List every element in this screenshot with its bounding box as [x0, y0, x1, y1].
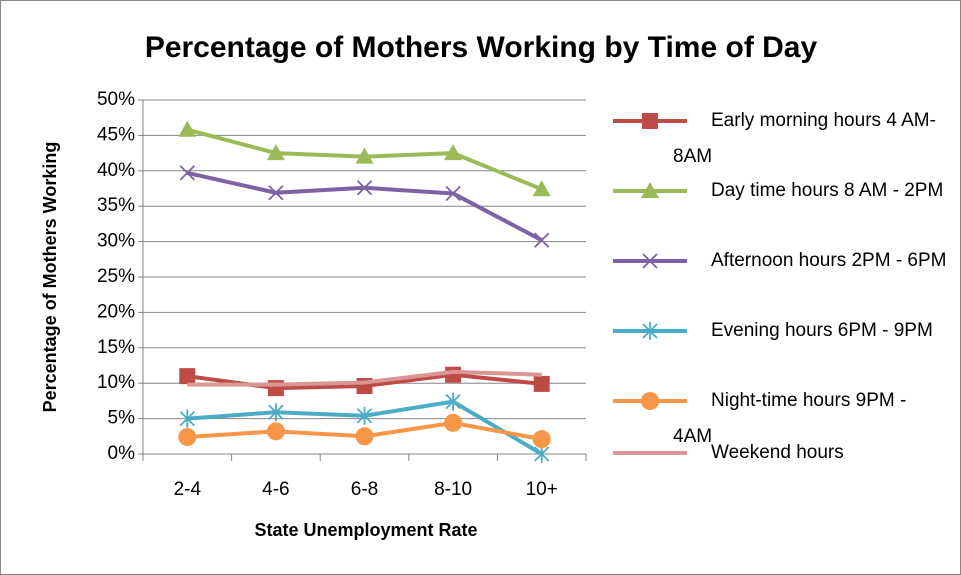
y-tick-label: 20% — [97, 301, 135, 322]
marker — [445, 185, 461, 202]
legend-marker — [641, 392, 659, 410]
legend-marker — [642, 113, 658, 129]
marker — [444, 144, 463, 161]
marker — [179, 165, 195, 181]
x-tick-label: 4-6 — [262, 479, 289, 500]
y-tick-label: 30% — [97, 231, 135, 252]
legend-marker — [642, 253, 658, 269]
x-tick-label: 2-4 — [174, 479, 202, 500]
y-tick-label: 25% — [97, 266, 135, 287]
y-tick-label: 35% — [97, 195, 135, 216]
marker — [445, 392, 461, 411]
marker — [179, 409, 195, 428]
legend-label: Early morning hours 4 AM-8AM — [673, 110, 936, 167]
marker — [444, 413, 463, 432]
series-line — [187, 369, 542, 387]
legend-label: Night-time hours 9PM - 4AM — [673, 390, 907, 447]
y-tick-label: 10% — [97, 372, 135, 393]
x-tick-label: 6-8 — [351, 479, 378, 500]
legend-label: Evening hours 6PM - 9PM — [711, 320, 933, 341]
marker — [268, 403, 284, 422]
y-axis-label: Percentage of Mothers Working — [40, 142, 60, 413]
marker — [178, 120, 197, 137]
marker — [179, 368, 196, 385]
legend-label: Day time hours 8 AM - 2PM — [711, 180, 944, 201]
marker — [445, 366, 462, 383]
legend-label: Afternoon hours 2PM - 6PM — [711, 250, 947, 271]
marker — [355, 147, 374, 164]
marker — [268, 185, 284, 201]
x-tick-label: 8-10 — [434, 479, 472, 500]
x-axis-label: State Unemployment Rate — [254, 520, 477, 540]
legend-label: Weekend hours — [711, 442, 844, 463]
marker — [533, 375, 550, 392]
chart-title: Percentage of Mothers Working by Time of… — [145, 31, 818, 64]
y-tick-label: 5% — [108, 408, 136, 429]
x-tick-label: 10+ — [526, 479, 558, 500]
marker — [532, 180, 551, 197]
marker — [534, 232, 550, 248]
marker — [356, 180, 373, 196]
y-tick-label: 45% — [97, 124, 135, 145]
y-tick-label: 0% — [108, 443, 136, 464]
marker — [356, 406, 373, 425]
legend-marker — [641, 182, 659, 198]
y-tick-label: 15% — [97, 337, 135, 358]
marker — [178, 428, 197, 447]
marker — [532, 430, 551, 449]
marker — [266, 422, 285, 441]
y-tick-label: 40% — [97, 160, 135, 181]
marker — [266, 144, 285, 161]
legend-marker — [642, 322, 658, 340]
marker — [355, 427, 374, 446]
y-tick-label: 50% — [97, 89, 135, 110]
